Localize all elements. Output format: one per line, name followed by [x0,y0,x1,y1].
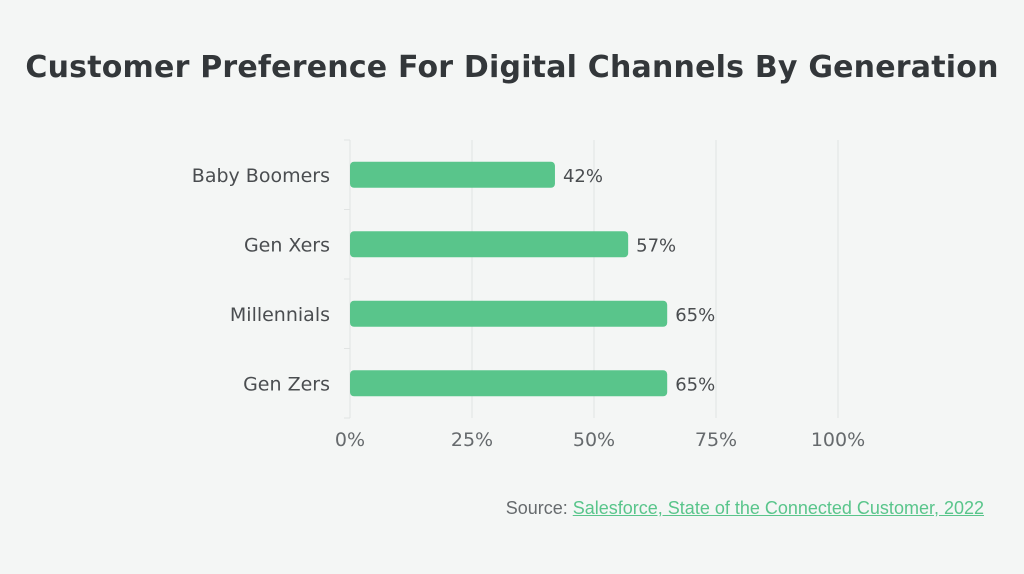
category-label: Millennials [230,304,330,326]
x-tick-label: 75% [695,429,737,451]
x-tick-label: 50% [573,429,615,451]
x-tick-label: 0% [335,429,365,451]
source-line: Source: Salesforce, State of the Connect… [506,498,984,519]
bar-gen-zers [350,370,668,397]
category-label: Gen Zers [243,373,330,395]
x-tick-label: 100% [811,429,865,451]
bar-gen-xers [350,231,629,258]
data-label: 42% [563,166,603,187]
chart-title: Customer Preference For Digital Channels… [25,50,999,85]
x-tick-label: 25% [451,429,493,451]
category-label: Baby Boomers [192,165,330,187]
data-label: 65% [675,305,715,326]
bars [350,161,668,397]
data-label: 65% [675,374,715,395]
data-label: 57% [636,235,676,256]
source-link[interactable]: Salesforce, State of the Connected Custo… [572,498,984,518]
bar-millennials [350,300,668,327]
labels: 0% 25% 50% 75% 100% Baby Boomers 42% Gen Xers 57… [192,165,865,451]
category-label: Gen Xers [244,234,330,256]
source-prefix: Source: [505,498,573,518]
y-axis [344,139,351,419]
bar-baby-boomers [350,161,555,188]
